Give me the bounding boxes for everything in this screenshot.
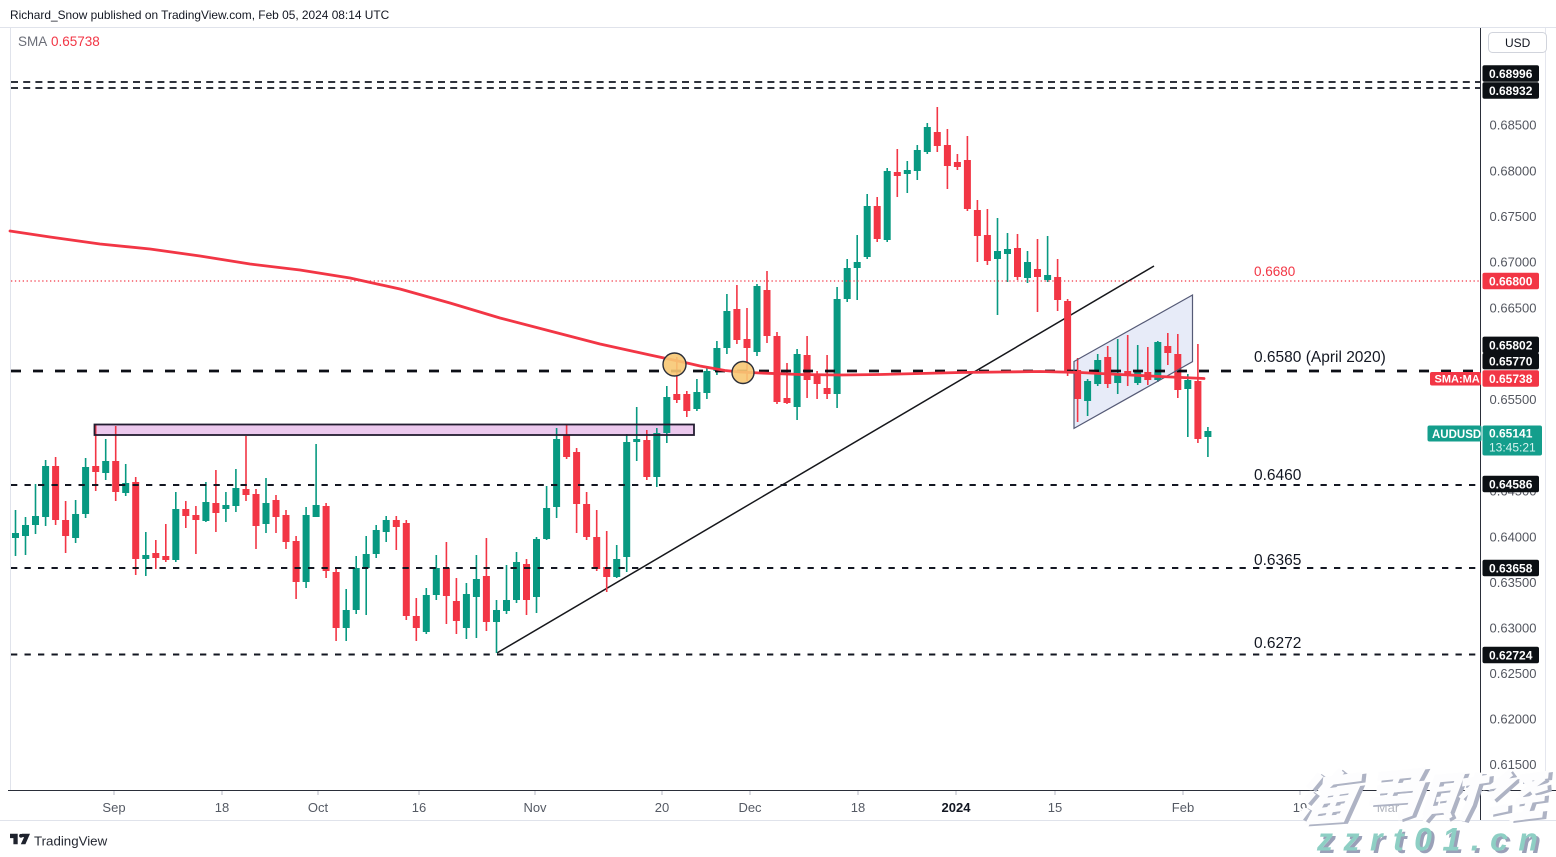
- svg-text:0.65500: 0.65500: [1490, 392, 1537, 407]
- svg-text:0.65141: 0.65141: [1489, 427, 1533, 441]
- svg-text:0.63000: 0.63000: [1490, 621, 1537, 636]
- svg-text:Richard_Snow published on Trad: Richard_Snow published on TradingView.co…: [10, 8, 390, 22]
- svg-text:18: 18: [851, 800, 865, 815]
- svg-text:TradingView: TradingView: [34, 834, 108, 849]
- svg-text:0.68932: 0.68932: [1489, 84, 1533, 98]
- svg-text:2024: 2024: [942, 800, 972, 815]
- svg-text:0.66500: 0.66500: [1490, 301, 1537, 316]
- svg-text:0.65802: 0.65802: [1489, 338, 1533, 352]
- svg-text:Oct: Oct: [308, 800, 329, 815]
- svg-text:Dec: Dec: [738, 800, 762, 815]
- svg-text:13:45:21: 13:45:21: [1489, 441, 1536, 455]
- svg-text:0.68996: 0.68996: [1489, 67, 1533, 81]
- svg-text:AUDUSD: AUDUSD: [1432, 429, 1481, 441]
- svg-text:0.62500: 0.62500: [1490, 666, 1537, 681]
- svg-text:Nov: Nov: [523, 800, 547, 815]
- svg-text:Feb: Feb: [1172, 800, 1194, 815]
- svg-text:zzrt01.cn: zzrt01.cn: [1316, 822, 1548, 857]
- svg-text:15: 15: [1048, 800, 1062, 815]
- svg-text:0.64000: 0.64000: [1490, 530, 1537, 545]
- svg-text:0.6365: 0.6365: [1254, 552, 1301, 569]
- svg-text:0.65738: 0.65738: [51, 34, 100, 49]
- svg-text:0.68000: 0.68000: [1490, 164, 1537, 179]
- svg-text:0.6580 (April 2020): 0.6580 (April 2020): [1254, 349, 1386, 366]
- svg-text:20: 20: [655, 800, 669, 815]
- svg-text:0.62724: 0.62724: [1489, 649, 1533, 663]
- svg-text:0.63658: 0.63658: [1489, 562, 1533, 576]
- svg-text:0.64586: 0.64586: [1489, 478, 1533, 492]
- svg-text:0.65770: 0.65770: [1489, 355, 1533, 369]
- svg-text:0.67000: 0.67000: [1490, 255, 1537, 270]
- svg-text:SMA: SMA: [18, 34, 47, 49]
- svg-text:0.63500: 0.63500: [1490, 575, 1537, 590]
- svg-text:18: 18: [215, 800, 229, 815]
- svg-text:0.6680: 0.6680: [1254, 264, 1295, 279]
- svg-text:0.6272: 0.6272: [1254, 635, 1301, 652]
- svg-text:zzrt01.cn: zzrt01.cn: [1319, 824, 1551, 857]
- svg-text:0.67500: 0.67500: [1490, 209, 1537, 224]
- svg-text:USD: USD: [1505, 36, 1531, 50]
- svg-text:Sep: Sep: [102, 800, 125, 815]
- svg-text:0.6460: 0.6460: [1254, 467, 1302, 484]
- svg-text:0.65738: 0.65738: [1489, 372, 1533, 386]
- svg-text:16: 16: [412, 800, 426, 815]
- svg-text:0.68500: 0.68500: [1490, 118, 1537, 133]
- svg-text:0.62000: 0.62000: [1490, 712, 1537, 727]
- svg-text:0.66800: 0.66800: [1489, 275, 1533, 289]
- svg-text:SMA:MA: SMA:MA: [1435, 374, 1480, 386]
- svg-text:0.61500: 0.61500: [1490, 757, 1537, 772]
